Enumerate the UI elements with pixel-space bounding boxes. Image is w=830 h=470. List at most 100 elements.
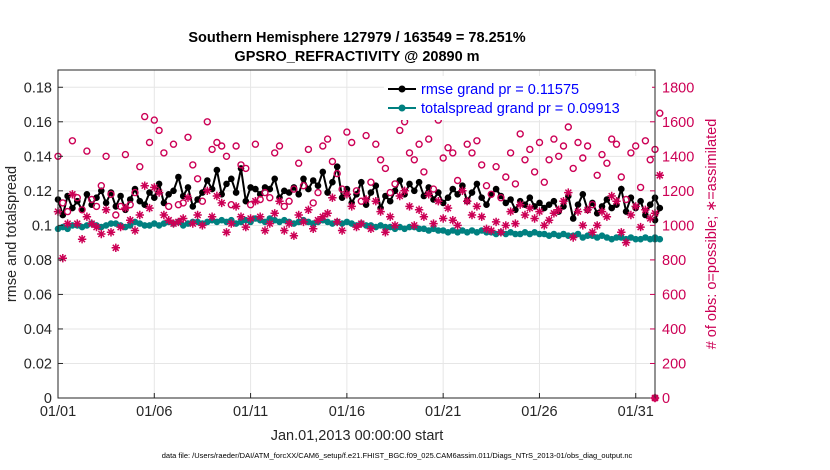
possible-obs-point	[381, 164, 390, 173]
possible-obs-point	[280, 202, 288, 211]
rmse-point	[569, 215, 577, 222]
possible-obs-point	[140, 112, 149, 121]
assimilated-obs-point	[212, 191, 222, 201]
possible-obs-point	[232, 142, 240, 150]
legend-rmse-marker	[398, 85, 406, 93]
possible-obs-point	[348, 138, 356, 147]
possible-obs-point	[217, 142, 226, 150]
rmse-point	[204, 177, 211, 184]
possible-obs-point	[526, 145, 534, 154]
assimilated-obs-point	[414, 205, 424, 214]
rmse-point	[98, 187, 105, 195]
assimilated-obs-point	[443, 203, 453, 213]
plot-frame	[57, 69, 656, 399]
possible-obs-point	[559, 142, 568, 150]
rmse-point	[618, 185, 625, 193]
possible-obs-point	[612, 140, 621, 148]
y-left-tick-label: 0.06	[24, 287, 52, 303]
possible-obs-point	[266, 193, 274, 202]
possible-obs-point	[112, 211, 120, 219]
assimilated-obs-point	[617, 228, 626, 237]
possible-obs-point	[540, 178, 548, 186]
rmse-point	[189, 203, 197, 210]
rmse-point	[252, 185, 259, 193]
possible-obs-point	[482, 181, 491, 190]
possible-obs-point	[555, 152, 563, 161]
possible-obs-point	[478, 161, 486, 169]
assimilated-obs-point	[333, 217, 342, 227]
possible-obs-point	[246, 200, 255, 209]
rmse-point	[608, 204, 615, 212]
assimilated-obs-point	[241, 222, 250, 232]
possible-obs-point	[352, 187, 361, 195]
assimilated-obs-point	[150, 183, 159, 192]
possible-obs-point	[68, 137, 77, 145]
assimilated-obs-point	[130, 226, 140, 235]
assimilated-obs-point	[111, 243, 120, 252]
possible-obs-point	[193, 175, 202, 183]
possible-obs-point	[636, 183, 645, 192]
series-assimilated-obs	[53, 171, 664, 403]
possible-obs-point	[521, 156, 529, 164]
assimilated-obs-point	[535, 207, 544, 216]
rmse-point	[338, 194, 346, 201]
rmse-point	[213, 166, 221, 174]
possible-obs-point	[497, 193, 505, 202]
rmse-point	[468, 189, 476, 196]
assimilated-obs-point	[626, 210, 636, 220]
rmse-point	[642, 211, 649, 219]
y-left-tick-label: 0.14	[24, 149, 52, 165]
assimilated-obs-point	[410, 221, 419, 230]
possible-obs-point	[372, 140, 380, 148]
assimilated-obs-point	[92, 222, 101, 232]
y-right-tick-label: 1200	[662, 184, 694, 200]
assimilated-obs-point	[424, 190, 433, 199]
assimilated-obs-point	[520, 210, 530, 220]
possible-obs-point	[319, 142, 327, 150]
rmse-point	[646, 201, 654, 208]
series-possible-obs	[54, 107, 664, 402]
rmse-point	[579, 191, 587, 198]
possible-obs-point	[304, 145, 313, 154]
assimilated-obs-point	[357, 219, 366, 228]
possible-obs-point	[641, 137, 650, 145]
possible-obs-point	[502, 173, 510, 181]
possible-obs-point	[420, 168, 428, 176]
totalspread-point	[613, 234, 620, 241]
totalspread-point	[584, 232, 591, 239]
assimilated-obs-point	[583, 205, 592, 214]
y-left-tick-label: 0.18	[24, 80, 52, 96]
assimilated-obs-point	[265, 219, 274, 228]
assimilated-obs-point	[260, 226, 270, 235]
assimilated-obs-point	[313, 216, 323, 225]
possible-obs-point	[261, 188, 269, 197]
assimilated-obs-point	[636, 222, 645, 232]
assimilated-obs-point	[506, 207, 515, 216]
series-layer	[53, 107, 664, 403]
y-axis-right: 0 200 400 600 800 1000 1200 1400 1600 1800	[650, 80, 694, 407]
possible-obs-point	[242, 164, 250, 173]
y-right-tick-label: 1000	[662, 218, 694, 234]
assimilated-obs-point	[169, 219, 178, 228]
assimilated-obs-point	[101, 205, 111, 214]
totalspread-point	[64, 225, 71, 233]
possible-obs-point	[588, 200, 597, 209]
possible-obs-point	[439, 154, 447, 162]
assimilated-obs-point	[121, 203, 130, 213]
assimilated-obs-point	[395, 191, 404, 201]
rmse-point	[102, 199, 110, 207]
x-axis-label: Jan.01,2013 00:00:00 start	[271, 428, 444, 444]
possible-obs-point	[425, 135, 433, 143]
assimilated-obs-point	[299, 217, 308, 227]
rmse-point	[473, 180, 481, 188]
rmse-point	[126, 196, 134, 203]
rmse-point	[492, 185, 500, 193]
assimilated-obs-point	[631, 202, 640, 211]
assimilated-obs-point	[386, 212, 395, 221]
possible-obs-point	[160, 149, 168, 157]
possible-obs-point	[579, 154, 587, 162]
assimilated-obs-point	[342, 190, 352, 199]
possible-obs-point	[136, 162, 144, 171]
possible-obs-point	[449, 149, 457, 157]
